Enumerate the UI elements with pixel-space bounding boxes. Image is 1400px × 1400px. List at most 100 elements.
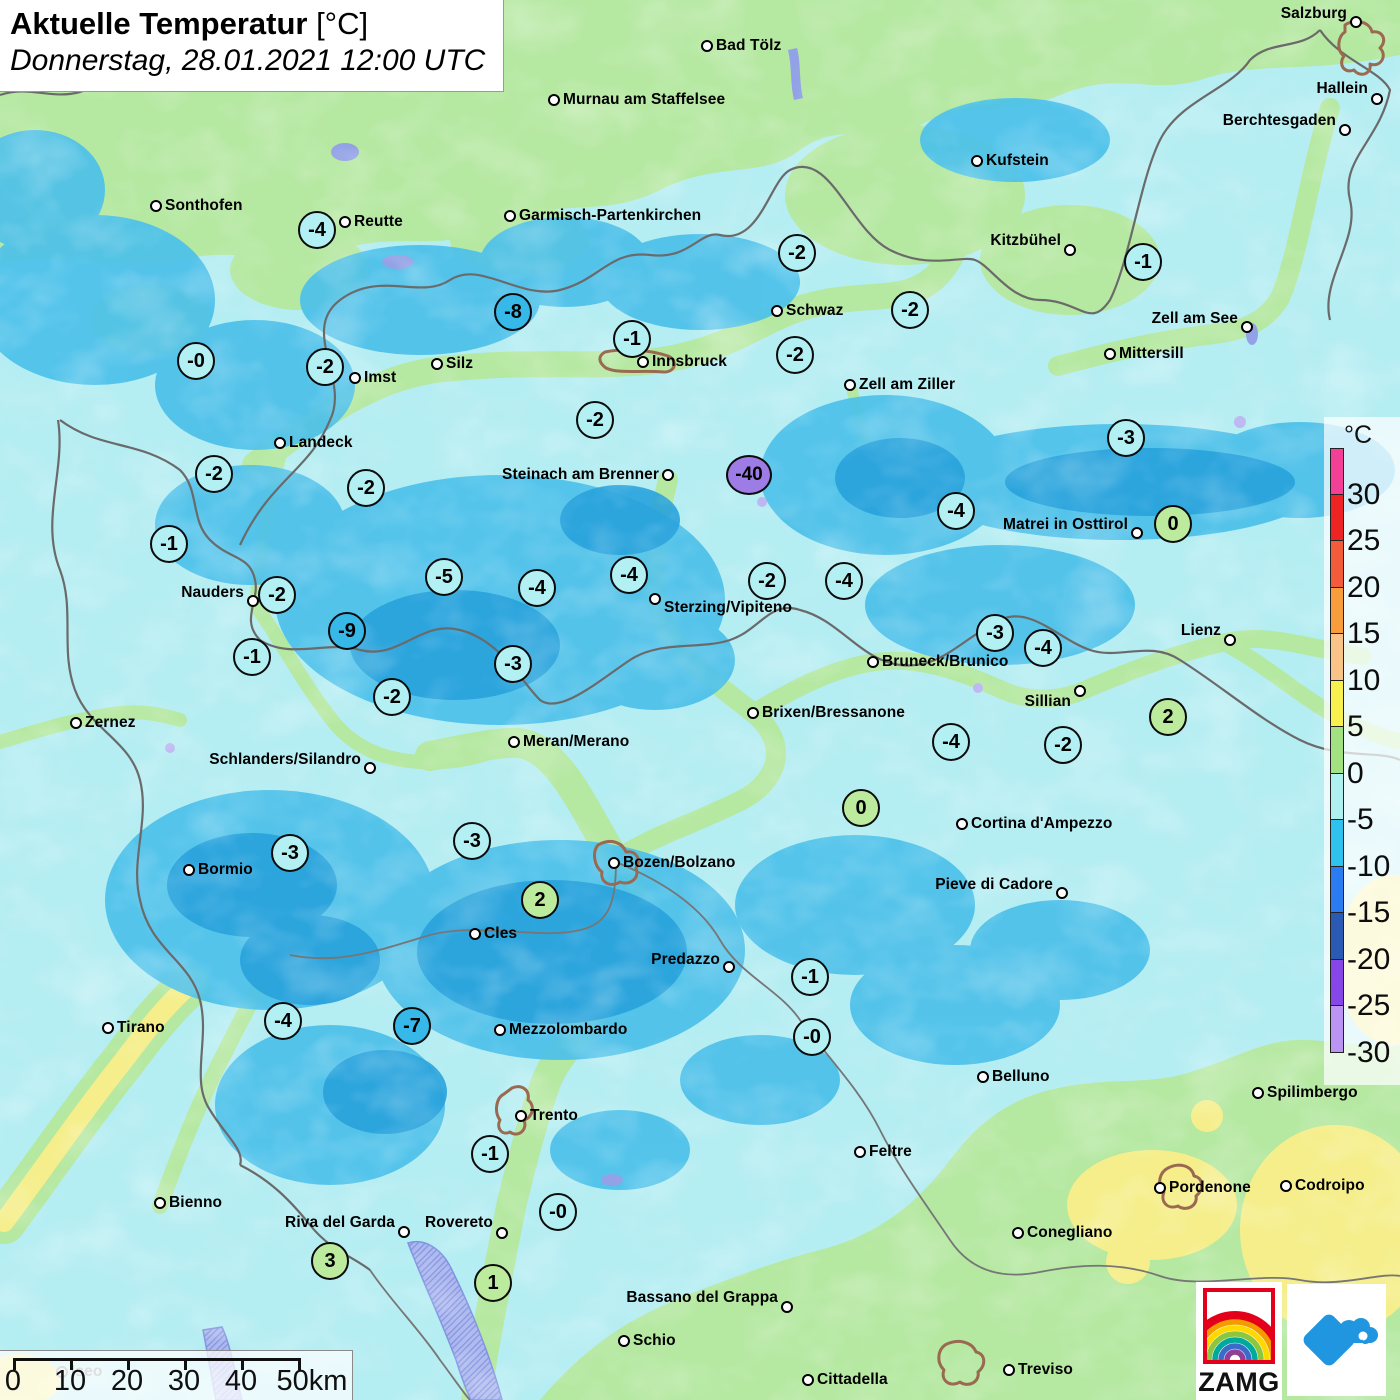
city-dot-icon bbox=[548, 94, 560, 106]
city-label: Meran/Merano bbox=[523, 733, 630, 750]
city-dot-icon bbox=[1064, 244, 1076, 256]
city-label: Kitzbühel bbox=[990, 232, 1061, 249]
legend-color-segment bbox=[1330, 587, 1344, 634]
legend-tick-label: 30 bbox=[1347, 477, 1381, 511]
scale-bar-tick bbox=[298, 1358, 301, 1370]
temperature-station-marker: -7 bbox=[393, 1007, 431, 1045]
scale-bar-line bbox=[13, 1358, 300, 1361]
city-dot-icon bbox=[637, 356, 649, 368]
city-dot-icon bbox=[1252, 1087, 1264, 1099]
map-title-main: Aktuelle Temperatur bbox=[10, 6, 308, 41]
legend-tick-label: 5 bbox=[1347, 710, 1364, 743]
city-label: Bienno bbox=[169, 1194, 223, 1211]
city-dot-icon bbox=[971, 155, 983, 167]
legend-color-segment bbox=[1330, 959, 1344, 1006]
city-label: Cles bbox=[484, 925, 518, 942]
temperature-station-marker: 2 bbox=[521, 881, 559, 919]
city-label: Mittersill bbox=[1119, 345, 1184, 362]
temperature-station-marker: -8 bbox=[494, 293, 532, 331]
scale-bar-tick bbox=[241, 1358, 244, 1370]
city-label: Kufstein bbox=[986, 152, 1049, 169]
city-label: Brixen/Bressanone bbox=[762, 704, 905, 721]
city-dot-icon bbox=[1104, 348, 1116, 360]
temperature-station-marker: -4 bbox=[825, 562, 863, 600]
city-label: Lienz bbox=[1180, 622, 1221, 639]
temperature-station-marker: -3 bbox=[453, 822, 491, 860]
temperature-station-marker: -2 bbox=[306, 348, 344, 386]
temperature-station-marker: 0 bbox=[842, 789, 880, 827]
scale-bar-label: 20 bbox=[110, 1365, 144, 1397]
city-dot-icon bbox=[747, 707, 759, 719]
city-dot-icon bbox=[867, 656, 879, 668]
temperature-station-marker: -2 bbox=[195, 455, 233, 493]
city-label: Bozen/Bolzano bbox=[623, 854, 736, 871]
city-dot-icon bbox=[339, 216, 351, 228]
map-scale-bar: 0 10 20 30 40 50km bbox=[0, 1350, 353, 1400]
zamg-logo-text: ZAMG bbox=[1198, 1367, 1280, 1397]
city-dot-icon bbox=[608, 857, 620, 869]
legend-tick-label: -20 bbox=[1347, 942, 1391, 976]
temperature-station-marker: -4 bbox=[932, 723, 970, 761]
temperature-station-marker: -4 bbox=[298, 211, 336, 249]
legend-color-segment bbox=[1330, 541, 1344, 588]
temperature-station-marker: -2 bbox=[776, 336, 814, 374]
city-dot-icon bbox=[494, 1024, 506, 1036]
legend-color-segment bbox=[1330, 448, 1344, 495]
legend-tick-label: -25 bbox=[1347, 989, 1391, 1022]
city-label: Riva del Garda bbox=[285, 1214, 395, 1231]
city-dot-icon bbox=[1012, 1227, 1024, 1239]
temperature-legend: °C 30 25 20 15 10 5 0 -5 -10 -15 -20 -25 -30 bbox=[1324, 417, 1400, 1085]
city-dot-icon bbox=[1280, 1180, 1292, 1192]
temperature-station-marker: -1 bbox=[233, 638, 271, 676]
city-dot-icon bbox=[364, 762, 376, 774]
temperature-station-marker: -2 bbox=[347, 469, 385, 507]
city-dot-icon bbox=[154, 1197, 166, 1209]
city-dot-icon bbox=[469, 928, 481, 940]
city-label: Schwaz bbox=[786, 302, 844, 319]
temperature-station-marker: -0 bbox=[539, 1193, 577, 1231]
legend-color-segment bbox=[1330, 494, 1344, 541]
legend-tick-label: 15 bbox=[1347, 617, 1381, 650]
city-dot-icon bbox=[183, 864, 195, 876]
temperature-station-marker: -40 bbox=[726, 455, 772, 495]
partner-weather-logo bbox=[1287, 1284, 1386, 1396]
temperature-station-marker: -4 bbox=[1024, 629, 1062, 667]
legend-color-segment bbox=[1330, 727, 1344, 774]
city-label: Salzburg bbox=[1280, 5, 1347, 22]
temperature-station-marker: -4 bbox=[610, 556, 648, 594]
temperature-station-marker: -5 bbox=[425, 558, 463, 596]
scale-bar-label: 40 bbox=[224, 1365, 258, 1397]
temperature-station-marker: 0 bbox=[1154, 505, 1192, 543]
city-label: Pieve di Cadore bbox=[935, 876, 1053, 893]
city-label: Garmisch-Partenkirchen bbox=[519, 207, 702, 224]
city-label: Pordenone bbox=[1169, 1179, 1251, 1196]
legend-color-segment bbox=[1330, 1006, 1344, 1053]
city-label: Trento bbox=[530, 1107, 578, 1124]
city-label: Codroipo bbox=[1295, 1177, 1365, 1194]
city-label: Zernez bbox=[85, 714, 136, 731]
city-label: Hallein bbox=[1316, 80, 1368, 97]
temperature-station-marker: -1 bbox=[613, 320, 651, 358]
legend-color-segment bbox=[1330, 913, 1344, 960]
temperature-station-marker: -4 bbox=[937, 492, 975, 530]
city-boundary-outlines bbox=[495, 20, 1386, 1386]
city-label: Bruneck/Brunico bbox=[882, 653, 1009, 670]
city-label: Silz bbox=[446, 355, 474, 372]
city-label: Mezzolombardo bbox=[509, 1021, 628, 1038]
temperature-station-marker: -2 bbox=[373, 678, 411, 716]
city-label: Schio bbox=[633, 1332, 676, 1349]
city-label: Bad Tölz bbox=[716, 37, 782, 54]
legend-tick-label: -5 bbox=[1347, 803, 1374, 836]
city-dot-icon bbox=[1154, 1182, 1166, 1194]
city-label: Feltre bbox=[869, 1143, 912, 1160]
scale-bar-label: 30 bbox=[167, 1365, 201, 1397]
city-label: Bassano del Grappa bbox=[626, 1289, 778, 1306]
city-label: Sterzing/Vipiteno bbox=[664, 599, 793, 616]
city-dot-icon bbox=[504, 210, 516, 222]
temperature-station-marker: -3 bbox=[494, 645, 532, 683]
temperature-station-marker: -2 bbox=[576, 401, 614, 439]
city-dot-icon bbox=[618, 1335, 630, 1347]
legend-unit-label: °C bbox=[1344, 421, 1373, 449]
